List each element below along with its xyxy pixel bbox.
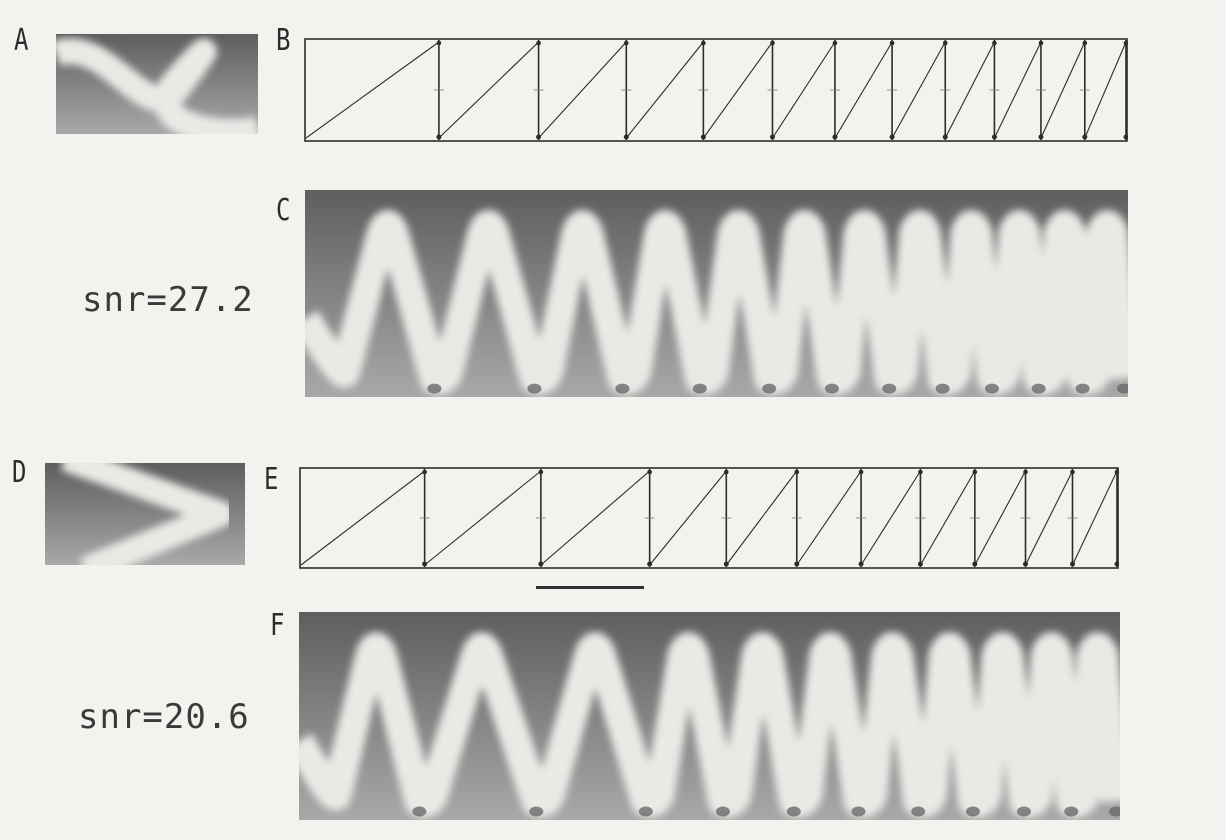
- phase-e-node: [1114, 561, 1119, 567]
- phase-e-node: [1070, 469, 1075, 475]
- template-image-d: [45, 463, 245, 565]
- phase-e-sweep: [725, 470, 798, 566]
- phase-b-node: [1123, 40, 1128, 46]
- snr-label-c: snr=27.2: [82, 280, 254, 320]
- phase-e-node: [647, 469, 652, 475]
- panel-label-e: E: [264, 462, 279, 497]
- panel-label-d: D: [12, 455, 27, 490]
- template-image-a: [56, 34, 258, 134]
- phase-e-frame: [299, 467, 1119, 569]
- phase-b-frame: [304, 38, 1128, 142]
- phase-plot-e: [299, 467, 1119, 569]
- kymo-c-trough-mark: [762, 383, 777, 394]
- kymo-c-trough-mark: [692, 383, 707, 394]
- phase-b-node: [436, 40, 442, 46]
- phase-b-sweep: [772, 41, 836, 139]
- phase-b-sweep: [538, 41, 627, 139]
- template-a-band: [56, 38, 258, 134]
- kymo-f-trough-mark: [851, 806, 866, 817]
- phase-b-sweep: [944, 41, 995, 139]
- phase-b-sweep: [305, 41, 440, 139]
- template-d-band: [60, 463, 234, 565]
- kymo-c-trough-mark: [615, 383, 630, 394]
- kymo-c-trough-mark: [527, 383, 542, 394]
- phase-b-node: [942, 40, 948, 46]
- phase-e-node: [1114, 469, 1119, 475]
- phase-b-sweep: [702, 41, 773, 139]
- phase-b-sweep: [1040, 41, 1086, 139]
- kymo-f-trough-mark: [911, 806, 926, 817]
- kymo-c-trough-mark: [1117, 383, 1128, 394]
- panel-label-a: A: [14, 23, 29, 58]
- kymo-c-trough-mark: [984, 383, 999, 394]
- kymo-f-trough-mark: [1064, 806, 1079, 817]
- phase-b-sweep: [438, 41, 539, 139]
- kymo-f-band: [299, 632, 1120, 818]
- phase-b-node: [536, 40, 541, 46]
- kymo-c-trough-mark: [1075, 383, 1090, 394]
- panel-label-c: C: [276, 193, 291, 228]
- phase-b-sweep: [993, 41, 1042, 139]
- phase-b-node: [623, 40, 629, 46]
- snr-label-f: snr=20.6: [78, 697, 250, 737]
- phase-b-node: [701, 40, 706, 46]
- phase-e-sweep: [974, 470, 1026, 566]
- phase-e-sweep: [1025, 470, 1073, 566]
- kymo-c-trough-mark: [935, 383, 950, 394]
- phase-e-node: [918, 469, 923, 475]
- phase-b-sweep: [891, 41, 946, 139]
- kymo-c-band: [305, 210, 1128, 395]
- phase-b-sweep: [625, 41, 704, 139]
- panel-label-f: F: [270, 608, 285, 643]
- phase-b-node: [536, 134, 542, 140]
- kymo-c-trough-mark: [1031, 383, 1046, 394]
- phase-b-node: [832, 40, 838, 46]
- phase-e-sweep: [860, 470, 921, 566]
- phase-e-node: [1023, 469, 1028, 475]
- kymo-c-trough-mark: [882, 383, 897, 394]
- kymo-f-trough-mark: [965, 806, 980, 817]
- kymo-f-trough-mark: [715, 806, 730, 817]
- kymo-f-trough-mark: [1016, 806, 1031, 817]
- phase-b-node: [1038, 40, 1044, 46]
- phase-e-node: [858, 469, 864, 475]
- phase-b-node: [770, 40, 775, 46]
- phase-b-sweep: [834, 41, 893, 139]
- phase-e-node: [794, 469, 800, 475]
- panel-label-b: B: [276, 23, 291, 58]
- phase-b-node: [889, 40, 895, 46]
- phase-e-node: [538, 469, 544, 475]
- phase-e-sweep: [1071, 470, 1118, 566]
- phase-e-node: [972, 469, 978, 475]
- kymo-c-trough-mark: [427, 383, 442, 394]
- kymo-c-trough-mark: [824, 383, 839, 394]
- kymo-f-trough-mark: [412, 806, 427, 817]
- phase-e-sweep: [540, 470, 651, 566]
- phase-b-node: [1123, 134, 1128, 140]
- phase-b-node: [1082, 40, 1088, 46]
- phase-b-node: [436, 134, 442, 140]
- phase-e-node: [724, 469, 729, 475]
- kymo-f-trough-mark: [786, 806, 801, 817]
- phase-e-sweep: [919, 470, 976, 566]
- phase-b-node: [992, 40, 997, 46]
- phase-e-node: [422, 469, 427, 475]
- kymo-f-trough-mark: [1109, 806, 1120, 817]
- phase-e-sweep: [424, 470, 542, 566]
- phase-e-sweep: [300, 470, 425, 566]
- scale-bar: [536, 586, 644, 589]
- phase-e-node: [538, 561, 544, 567]
- phase-plot-b: [304, 38, 1128, 142]
- kymograph-c: [305, 190, 1128, 397]
- kymo-f-trough-mark: [638, 806, 653, 817]
- kymo-f-trough-mark: [529, 806, 544, 817]
- phase-e-sweep: [796, 470, 862, 566]
- kymograph-f: [299, 612, 1120, 820]
- phase-e-node: [422, 561, 428, 567]
- phase-b-sweep: [1084, 41, 1127, 139]
- phase-e-sweep: [649, 470, 727, 566]
